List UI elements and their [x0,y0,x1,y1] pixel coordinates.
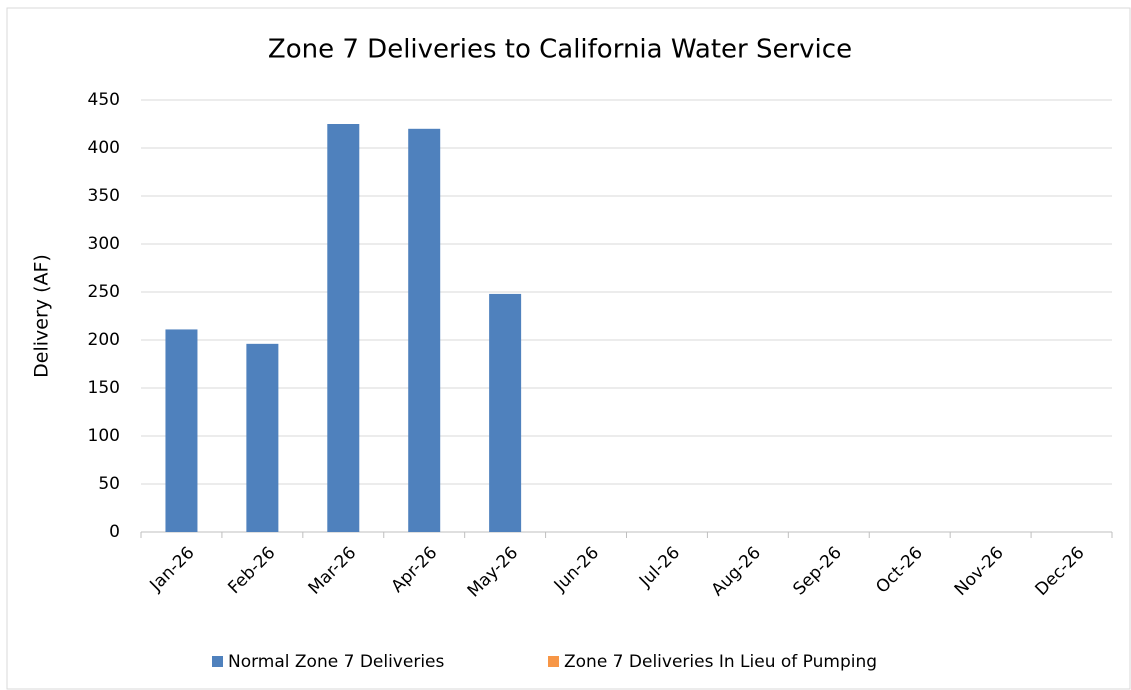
legend-swatch [548,656,559,667]
bar [408,128,441,533]
y-tick-label: 50 [98,474,120,494]
bar [327,124,360,532]
y-tick-label: 150 [88,378,120,398]
chart-title: Zone 7 Deliveries to California Water Se… [268,35,852,65]
y-tick-label: 0 [109,522,120,542]
y-tick-label: 300 [88,234,120,254]
y-tick-label: 250 [88,282,120,302]
y-axis-label: Delivery (AF) [31,254,53,378]
legend-label: Normal Zone 7 Deliveries [228,652,445,672]
y-tick-label: 200 [88,330,120,350]
bar [489,293,522,532]
y-tick-label: 400 [88,138,120,158]
y-tick-label: 100 [88,426,120,446]
bar [246,343,279,532]
legend-swatch [212,656,223,667]
bar [165,329,198,532]
y-tick-label: 350 [88,186,120,206]
legend-label: Zone 7 Deliveries In Lieu of Pumping [564,652,877,672]
y-tick-label: 450 [88,90,120,110]
